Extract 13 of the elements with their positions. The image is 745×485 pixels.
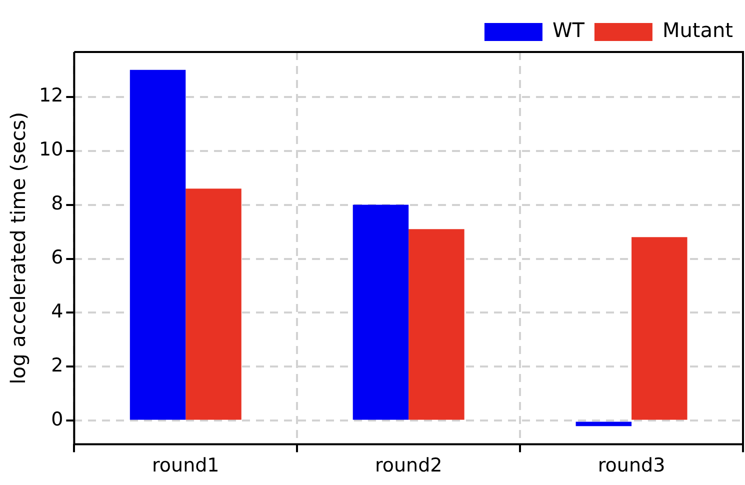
x-tick-label: round1 (152, 454, 220, 477)
y-tick-label: 6 (51, 246, 64, 269)
y-tick-label: 8 (51, 192, 64, 215)
y-tick-label: 0 (51, 408, 64, 431)
y-tick-label: 10 (38, 138, 64, 161)
y-axis-title: log accelerated time (secs) (6, 112, 30, 384)
x-tick-label: round3 (598, 454, 666, 477)
legend-label: Mutant (662, 18, 734, 42)
y-tick-label: 12 (38, 84, 64, 107)
y-tick-label: 2 (51, 354, 64, 377)
x-tick-label: round2 (374, 454, 442, 477)
y-tick-label: 4 (51, 300, 64, 323)
legend-label: WT (552, 18, 586, 42)
